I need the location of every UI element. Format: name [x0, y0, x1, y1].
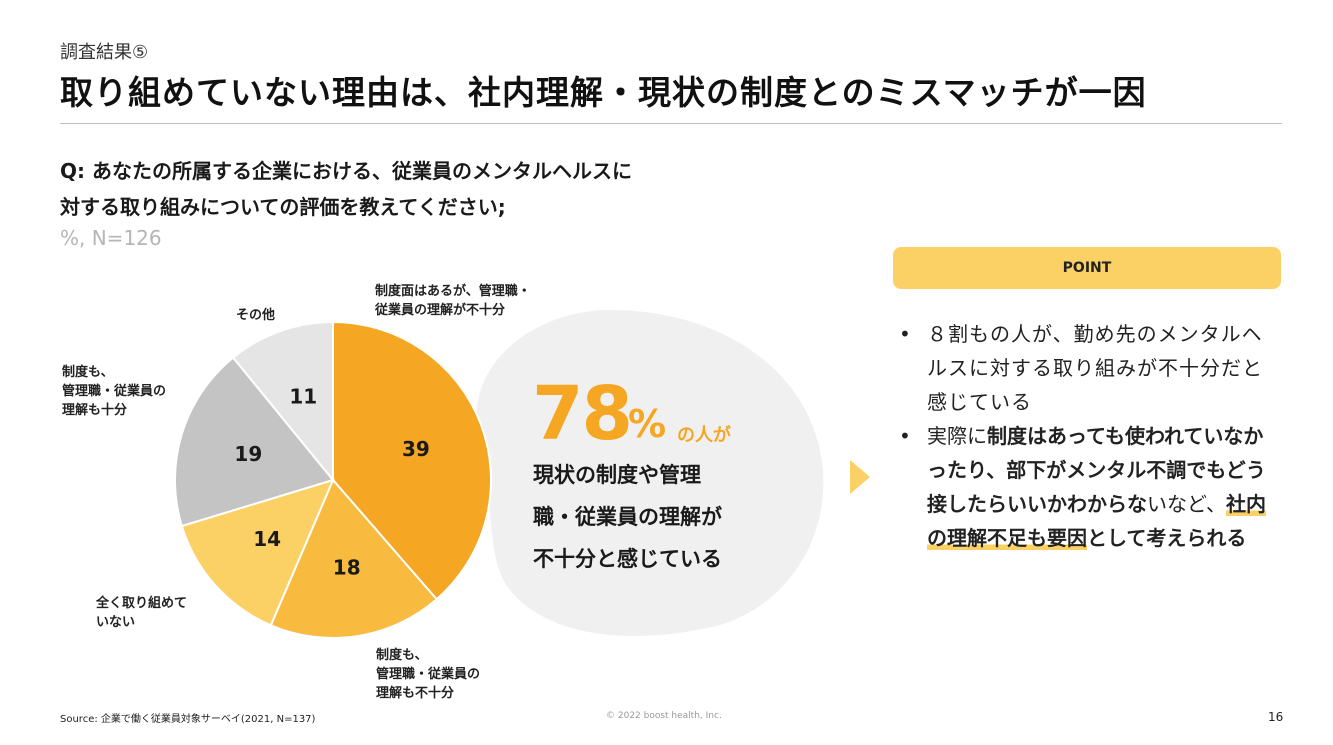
- pie-value-0: 39: [402, 437, 430, 461]
- slice-label-0: 制度面はあるが、管理職・ 従業員の理解が不十分: [375, 284, 531, 318]
- title-divider: [60, 123, 1282, 124]
- copyright: © 2022 boost health, Inc.: [606, 711, 722, 721]
- pie-value-2: 14: [253, 527, 281, 551]
- slice-label-4: その他: [236, 308, 276, 323]
- pie-slice-3: [174, 356, 335, 528]
- point-header: POINT: [893, 247, 1281, 289]
- point-bullets: • ８割もの人が、勤め先のメンタルヘルスに対する取り組みが不十分だと感じている …: [893, 317, 1283, 555]
- bullet-dot-icon: •: [899, 424, 911, 448]
- bullet-dot-icon: •: [899, 322, 912, 346]
- point-bullet-1: • ８割もの人が、勤め先のメンタルヘルスに対する取り組みが不十分だと感じている: [893, 317, 1267, 419]
- pie-slice-4: [231, 320, 334, 483]
- arrow-right-icon: [850, 460, 870, 494]
- page-number: 16: [1268, 710, 1284, 724]
- highlight-number: 78: [532, 371, 633, 457]
- pie-value-4: 11: [289, 385, 317, 409]
- unit-note: %, N=126: [60, 226, 162, 250]
- section-eyebrow: 調査結果⑤: [60, 42, 149, 63]
- question-line-2: 対する取り組みについての評価を教えてください;: [60, 195, 506, 219]
- pie-slice-0: [332, 320, 492, 601]
- survey-question: Q: あなたの所属する企業における、従業員のメンタルヘルスに 対する取り組みにつ…: [60, 153, 720, 225]
- highlight-bubble: [476, 310, 824, 636]
- point-bullet-2: • 実際に制度はあっても使われていなかったり、部下がメンタル不調でもどう接したら…: [893, 419, 1272, 555]
- highlight-statement: 現状の制度や管理 職・従業員の理解が 不十分と感じている: [533, 463, 722, 571]
- question-line-1: Q: あなたの所属する企業における、従業員のメンタルヘルスに: [60, 159, 632, 183]
- slice-label-1: 制度も、 管理職・従業員の 理解も不十分: [376, 648, 481, 701]
- slice-label-3: 制度も、 管理職・従業員の 理解も十分: [62, 365, 167, 418]
- pie-chart: 39 18 14 19 11: [174, 320, 492, 639]
- slice-label-2: 全く取り組めて いない: [96, 596, 188, 630]
- pie-slice-1: [269, 478, 439, 639]
- pie-slice-2: [180, 478, 335, 627]
- highlight-percent: %: [628, 402, 667, 446]
- pie-value-3: 19: [234, 442, 262, 466]
- source-note: Source: 企業で働く従業員対象サーベイ(2021, N=137): [60, 714, 316, 725]
- page-title: 取り組めていない理由は、社内理解・現状の制度とのミスマッチが一因: [60, 73, 1147, 112]
- pie-value-1: 18: [333, 555, 361, 579]
- highlight-suffix: の人が: [677, 425, 731, 446]
